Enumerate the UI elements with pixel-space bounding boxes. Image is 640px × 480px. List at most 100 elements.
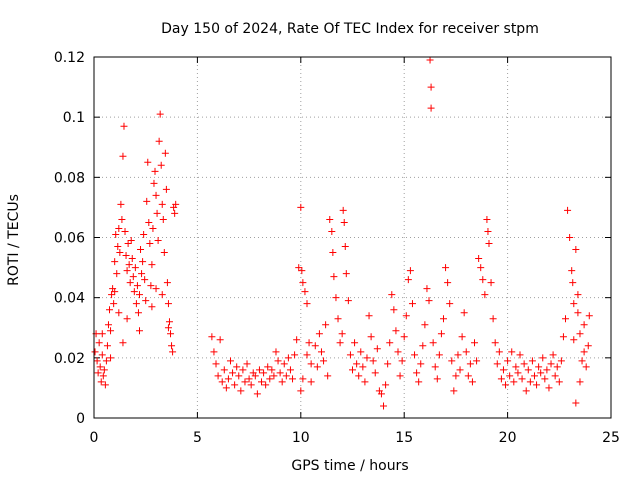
- data-point: [462, 348, 470, 356]
- data-point: [342, 270, 350, 278]
- data-point: [307, 378, 315, 386]
- data-point: [245, 375, 253, 383]
- data-point: [487, 279, 495, 287]
- data-point: [255, 366, 263, 374]
- data-point: [155, 137, 163, 145]
- data-point: [582, 363, 590, 371]
- data-point: [212, 360, 220, 368]
- data-point: [135, 327, 143, 335]
- data-point: [371, 369, 379, 377]
- data-point: [127, 237, 135, 245]
- data-point: [549, 351, 557, 359]
- data-point: [129, 273, 137, 281]
- data-point: [386, 339, 394, 347]
- data-point: [307, 360, 315, 368]
- data-point: [239, 366, 247, 374]
- data-point: [138, 270, 146, 278]
- data-point: [295, 264, 303, 272]
- data-point: [113, 270, 121, 278]
- data-point: [568, 267, 576, 275]
- data-point: [260, 369, 268, 377]
- data-point: [569, 279, 577, 287]
- data-point: [392, 327, 400, 335]
- data-point: [514, 369, 522, 377]
- data-point: [458, 333, 466, 341]
- data-point: [161, 149, 169, 157]
- data-point: [102, 357, 110, 365]
- data-point: [512, 363, 520, 371]
- data-point: [159, 215, 167, 223]
- data-point: [119, 339, 127, 347]
- data-point: [404, 276, 412, 284]
- chart-title: Day 150 of 2024, Rate Of TEC Index for r…: [161, 21, 539, 37]
- data-point: [351, 339, 359, 347]
- data-point: [169, 348, 177, 356]
- data-point: [143, 197, 151, 205]
- data-point: [332, 294, 340, 302]
- data-point: [231, 381, 239, 389]
- data-point: [355, 372, 363, 380]
- data-point: [156, 110, 164, 118]
- data-point: [128, 255, 136, 263]
- data-point: [117, 200, 125, 208]
- data-point: [274, 357, 282, 365]
- data-point: [97, 378, 105, 386]
- data-point: [162, 185, 170, 193]
- data-point: [502, 381, 510, 389]
- data-point: [431, 363, 439, 371]
- data-point: [535, 363, 543, 371]
- data-point: [278, 378, 286, 386]
- data-point: [150, 179, 158, 187]
- data-point: [390, 306, 398, 314]
- data-point: [115, 309, 123, 317]
- data-point: [276, 369, 284, 377]
- data-point: [297, 387, 305, 395]
- data-point: [95, 339, 103, 347]
- data-point: [475, 255, 483, 263]
- data-point: [353, 360, 361, 368]
- data-point: [328, 227, 336, 235]
- data-point: [349, 366, 356, 374]
- data-point: [365, 312, 373, 320]
- data-point: [491, 339, 499, 347]
- data-point: [576, 378, 584, 386]
- data-point: [473, 357, 481, 365]
- y-tick-label: 0.1: [63, 110, 85, 126]
- x-axis-label: GPS time / hours: [291, 458, 408, 474]
- data-point: [369, 357, 377, 365]
- data-point: [504, 357, 512, 365]
- data-point: [216, 336, 224, 344]
- data-point: [163, 279, 171, 287]
- data-point: [484, 227, 492, 235]
- data-point: [299, 279, 307, 287]
- data-point: [146, 240, 154, 248]
- data-point: [214, 372, 222, 380]
- data-point: [334, 315, 342, 323]
- data-point: [324, 372, 332, 380]
- data-point: [522, 387, 530, 395]
- data-point: [134, 309, 142, 317]
- data-point: [118, 215, 126, 223]
- data-point: [528, 357, 536, 365]
- data-point: [114, 243, 122, 251]
- data-point: [111, 258, 119, 266]
- data-point: [539, 354, 547, 362]
- data-point: [471, 339, 479, 347]
- data-point: [103, 342, 111, 350]
- data-point: [298, 267, 306, 275]
- data-point: [564, 206, 572, 214]
- data-point: [566, 234, 574, 241]
- data-point: [533, 381, 541, 389]
- data-point: [382, 381, 390, 389]
- data-point: [446, 300, 454, 308]
- data-point: [423, 285, 431, 293]
- data-point: [286, 366, 294, 374]
- data-point: [154, 237, 162, 245]
- data-point: [339, 206, 347, 214]
- data-point: [413, 369, 421, 377]
- data-point: [464, 372, 472, 380]
- data-point: [524, 366, 532, 374]
- data-point: [272, 348, 280, 356]
- data-point: [108, 291, 116, 299]
